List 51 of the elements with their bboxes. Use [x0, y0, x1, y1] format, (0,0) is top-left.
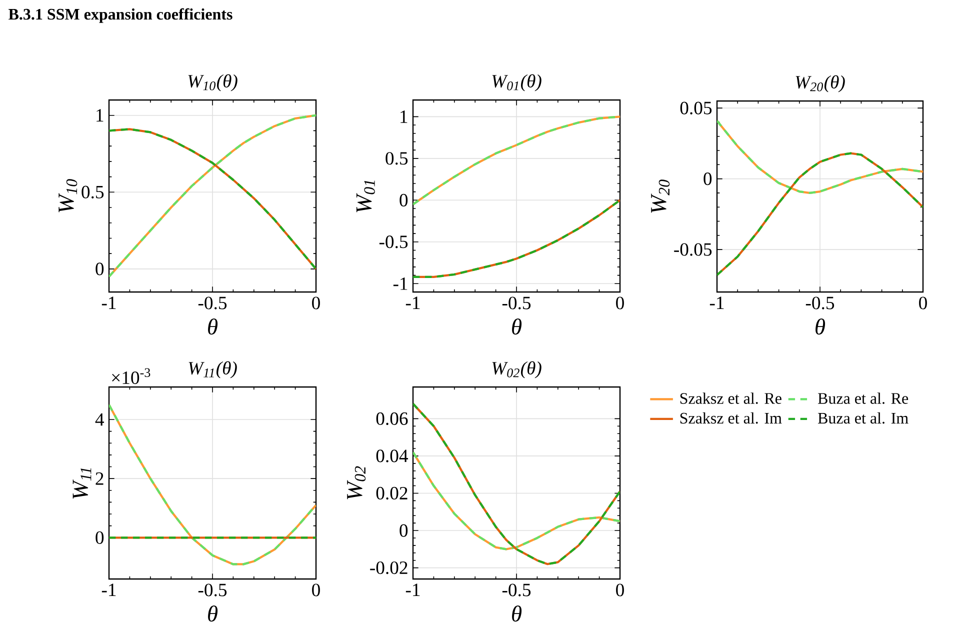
- x-axis-title: θ: [208, 318, 218, 335]
- text: ×10$^{-3}$: [112, 368, 150, 384]
- y-tick-label: 1: [96, 109, 104, 122]
- y-tick-label: -0.02: [370, 561, 408, 574]
- legend-label: Buza et al. Im: [818, 412, 908, 424]
- x-axis-title: θ: [512, 606, 522, 622]
- y-tick-label: 0.5: [82, 186, 104, 198]
- x-tick-label: -0.5: [198, 296, 227, 310]
- y-tick-label: 1: [400, 110, 408, 123]
- x-tick-label: -1: [710, 296, 724, 310]
- y-tick-label: 0.04: [376, 450, 408, 462]
- x-tick-label: 0: [919, 296, 927, 310]
- y-tick-label: -0.05: [674, 243, 712, 256]
- y-tick-label: 4: [95, 413, 104, 426]
- x-axis-title: θ: [208, 606, 218, 622]
- legend-label: Szaksz et al. Re: [680, 392, 782, 404]
- chart-title: W$_{10}$(θ): [188, 74, 238, 92]
- x-tick-label: 0: [616, 584, 624, 596]
- x-tick-label: 0: [312, 296, 320, 310]
- chart-title: W$_{02}$(θ): [492, 361, 542, 378]
- chart-title: W$_{11}$(θ): [188, 361, 237, 378]
- y-tick-label: 0.06: [376, 412, 408, 426]
- y-tick-label: -1: [393, 277, 408, 290]
- x-tick-label: -0.5: [806, 296, 834, 310]
- y-axis-title: W$_{20}$: [651, 180, 670, 213]
- y-tick-label: 0.5: [386, 152, 408, 165]
- y-tick-label: 0.02: [376, 486, 408, 500]
- y-axis-title: W$_{01}$: [356, 180, 375, 212]
- y-tick-label: 0.05: [680, 102, 712, 114]
- x-axis-title: θ: [512, 318, 522, 335]
- y-tick-label: 0: [400, 194, 408, 206]
- y-tick-label: 0: [96, 531, 104, 544]
- y-tick-label: 0: [96, 262, 104, 276]
- x-tick-label: -0.5: [502, 584, 531, 596]
- y-tick-label: 2: [96, 472, 104, 485]
- chart-title: W$_{01}$(θ): [492, 74, 542, 92]
- x-axis-title: θ: [816, 318, 826, 335]
- x-tick-label: -0.5: [198, 584, 227, 596]
- text: B.3.1 SSM expansion coefficients: [8, 8, 232, 23]
- y-tick-label: 0: [400, 524, 408, 537]
- chart-title: W$_{20}$(θ): [796, 75, 845, 92]
- y-axis-title: W$_{11}$: [72, 468, 92, 499]
- legend-label: Szaksz et al. Im: [680, 412, 782, 424]
- x-tick-label: 0: [616, 296, 624, 310]
- y-tick-label: 0: [704, 172, 712, 186]
- y-axis-title: W$_{02}$: [347, 466, 366, 500]
- y-tick-label: -0.5: [379, 236, 408, 248]
- legend-label: Buza et al. Re: [818, 392, 908, 404]
- x-tick-label: 0: [312, 584, 320, 596]
- x-tick-label: -0.5: [502, 296, 531, 310]
- y-axis-title: W$_{10}$: [58, 179, 78, 212]
